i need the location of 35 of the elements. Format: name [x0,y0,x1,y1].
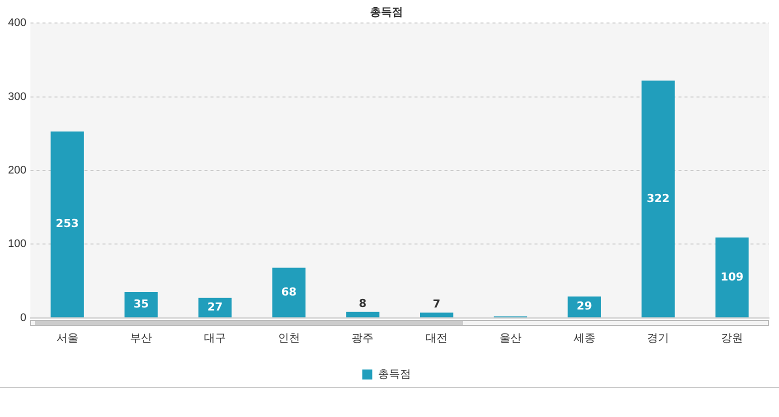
bar [420,312,454,318]
bar [272,268,306,318]
x-tick-label: 광주 [352,332,374,344]
x-tick-label: 강원 [721,332,744,344]
legend-label: 총득점 [378,368,411,381]
x-tick-label: 경기 [647,332,670,344]
bar [346,312,380,318]
data-label: 27 [207,300,223,314]
data-label: 35 [133,298,149,311]
y-tick-label: 0 [20,312,26,324]
bar [198,298,232,318]
y-tick-label: 400 [8,17,26,30]
data-label: 68 [281,285,297,298]
bar [715,238,749,318]
data-label: 322 [646,192,670,205]
chart-title: 총득점 [370,6,403,19]
data-label: 253 [56,217,79,230]
data-label: 29 [576,300,592,313]
y-tick-label: 300 [8,90,26,103]
x-tick-label: 인천 [278,332,300,344]
x-tick-label: 대전 [426,332,448,344]
x-tick-label: 세종 [573,332,596,344]
bar [642,80,675,318]
x-tick-label: 서울 [56,332,78,344]
bar [50,131,84,318]
bar [124,292,158,318]
x-tick-label: 대구 [204,332,226,344]
y-tick-label: 100 [8,238,26,250]
x-tick-label: 울산 [499,332,522,344]
y-tick-label: 200 [8,164,26,177]
x-tick-label: 부산 [130,332,152,344]
data-label: 8 [358,296,367,310]
bar [568,296,601,318]
data-label: 109 [720,270,744,284]
data-label: 7 [432,298,440,311]
